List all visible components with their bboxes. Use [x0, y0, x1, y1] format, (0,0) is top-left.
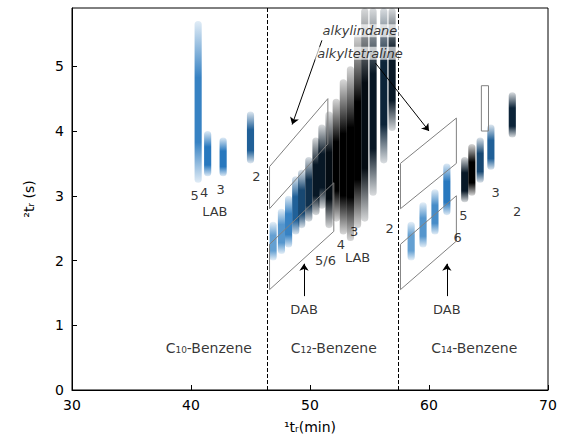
- svg-text:LAB: LAB: [345, 250, 370, 265]
- svg-text:2: 2: [513, 204, 521, 219]
- svg-text:0: 0: [55, 382, 64, 398]
- svg-text:3: 3: [55, 188, 64, 204]
- svg-text:C₁₄-Benzene: C₁₄-Benzene: [431, 340, 517, 356]
- svg-text:3: 3: [217, 182, 225, 197]
- svg-text:3: 3: [491, 185, 499, 200]
- svg-text:5: 5: [190, 188, 198, 203]
- svg-text:C₁₀-Benzene: C₁₀-Benzene: [166, 340, 252, 356]
- svg-text:60: 60: [420, 397, 438, 413]
- svg-text:40: 40: [182, 397, 200, 413]
- svg-text:alkyltetraline: alkyltetraline: [317, 46, 402, 61]
- svg-text:¹tᵣ(min): ¹tᵣ(min): [284, 419, 336, 435]
- svg-text:4: 4: [55, 123, 64, 139]
- svg-text:50: 50: [301, 397, 319, 413]
- svg-text:C₁₂-Benzene: C₁₂-Benzene: [291, 340, 377, 356]
- svg-text:5: 5: [55, 58, 64, 74]
- svg-text:²tᵣ (s): ²tᵣ (s): [21, 180, 37, 217]
- svg-text:alkylindane: alkylindane: [323, 23, 398, 38]
- svg-text:DAB: DAB: [433, 302, 461, 317]
- svg-text:2: 2: [252, 169, 260, 184]
- svg-text:DAB: DAB: [290, 302, 318, 317]
- svg-text:70: 70: [539, 397, 557, 413]
- svg-text:4: 4: [200, 185, 208, 200]
- svg-text:5/6: 5/6: [315, 253, 336, 268]
- svg-text:4: 4: [337, 237, 345, 252]
- svg-text:30: 30: [63, 397, 81, 413]
- svg-text:2: 2: [55, 253, 64, 269]
- svg-text:5: 5: [459, 208, 467, 223]
- svg-text:1: 1: [55, 317, 64, 333]
- svg-text:LAB: LAB: [202, 204, 227, 219]
- svg-text:6: 6: [453, 230, 461, 245]
- svg-text:3: 3: [350, 224, 358, 239]
- svg-text:2: 2: [386, 221, 394, 236]
